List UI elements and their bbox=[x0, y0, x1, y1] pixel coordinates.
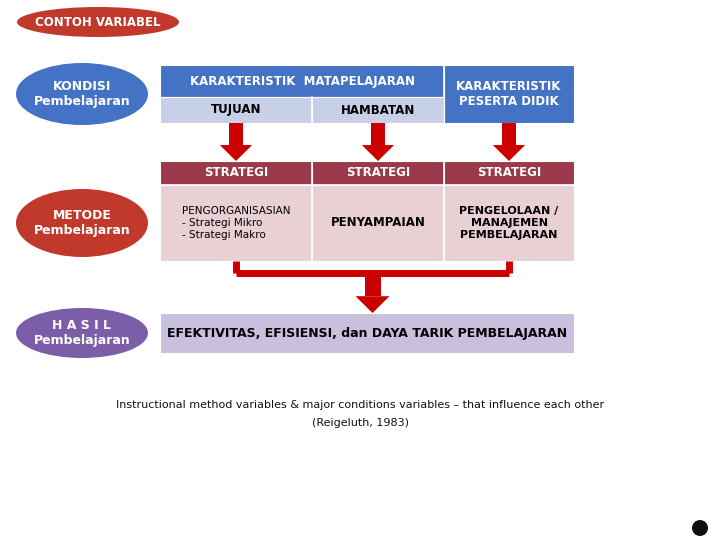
Bar bbox=[160, 313, 574, 353]
Bar bbox=[160, 185, 312, 261]
Text: PENGELOLAAN /
MANAJEMEN
PEMBELAJARAN: PENGELOLAAN / MANAJEMEN PEMBELAJARAN bbox=[459, 206, 559, 240]
Text: (Reigeluth, 1983): (Reigeluth, 1983) bbox=[312, 418, 408, 428]
Ellipse shape bbox=[16, 308, 148, 358]
Ellipse shape bbox=[17, 7, 179, 37]
Bar bbox=[160, 161, 312, 185]
Bar bbox=[372, 123, 385, 145]
Bar bbox=[229, 123, 243, 145]
Bar bbox=[160, 97, 312, 123]
Ellipse shape bbox=[16, 63, 148, 125]
Bar bbox=[444, 185, 574, 261]
Bar bbox=[444, 161, 574, 185]
Polygon shape bbox=[362, 145, 394, 161]
Text: CONTOH VARIABEL: CONTOH VARIABEL bbox=[35, 16, 161, 29]
Text: STRATEGI: STRATEGI bbox=[477, 166, 541, 179]
Bar bbox=[312, 97, 444, 123]
Text: PENGORGANISASIAN
- Strategi Mikro
- Strategi Makro: PENGORGANISASIAN - Strategi Mikro - Stra… bbox=[181, 206, 290, 240]
Bar bbox=[160, 65, 444, 97]
Bar bbox=[312, 185, 444, 261]
Text: KONDISI
Pembelajaran: KONDISI Pembelajaran bbox=[34, 80, 130, 108]
Bar bbox=[312, 161, 444, 185]
Text: TUJUAN: TUJUAN bbox=[211, 104, 261, 117]
Text: STRATEGI: STRATEGI bbox=[346, 166, 410, 179]
Text: METODE
Pembelajaran: METODE Pembelajaran bbox=[34, 209, 130, 237]
Polygon shape bbox=[356, 296, 390, 313]
Text: PENYAMPAIAN: PENYAMPAIAN bbox=[330, 217, 426, 230]
Text: KARAKTERISTIK
PESERTA DIDIK: KARAKTERISTIK PESERTA DIDIK bbox=[456, 80, 562, 108]
Text: H A S I L
Pembelajaran: H A S I L Pembelajaran bbox=[34, 319, 130, 347]
Bar bbox=[364, 273, 380, 296]
Text: HAMBATAN: HAMBATAN bbox=[341, 104, 415, 117]
Text: Instructional method variables & major conditions variables – that influence eac: Instructional method variables & major c… bbox=[116, 400, 604, 410]
Polygon shape bbox=[220, 145, 252, 161]
Text: KARAKTERISTIK  MATAPELAJARAN: KARAKTERISTIK MATAPELAJARAN bbox=[189, 75, 415, 87]
Polygon shape bbox=[493, 145, 525, 161]
Bar bbox=[444, 65, 574, 123]
Text: EFEKTIVITAS, EFISIENSI, dan DAYA TARIK PEMBELAJARAN: EFEKTIVITAS, EFISIENSI, dan DAYA TARIK P… bbox=[167, 327, 567, 340]
Bar bbox=[502, 123, 516, 145]
Ellipse shape bbox=[16, 189, 148, 257]
Circle shape bbox=[692, 520, 708, 536]
Text: STRATEGI: STRATEGI bbox=[204, 166, 268, 179]
